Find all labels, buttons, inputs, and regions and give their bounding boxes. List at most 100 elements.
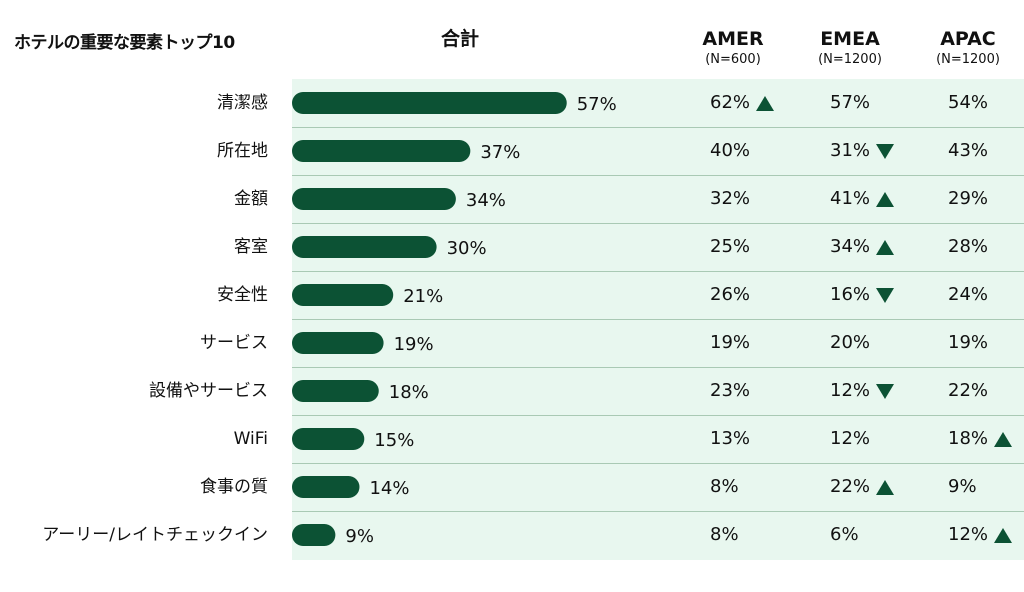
cell-emea: 57% bbox=[830, 93, 870, 113]
row-divider bbox=[292, 367, 1024, 368]
cell-amer: 13% bbox=[710, 429, 750, 449]
cell-value: 41% bbox=[830, 188, 871, 209]
triangle-up-icon bbox=[994, 527, 1013, 543]
cell-value: 8% bbox=[710, 476, 739, 497]
triangle-up-icon bbox=[876, 191, 895, 207]
cell-apac: 22% bbox=[948, 381, 988, 401]
row-divider bbox=[292, 271, 1024, 272]
cell-value: 26% bbox=[710, 284, 751, 305]
cell-emea: 6% bbox=[830, 525, 859, 545]
cell-value: 19% bbox=[948, 332, 989, 353]
cell-amer: 8% bbox=[710, 477, 739, 497]
column-header-amer-sample: (N=600) bbox=[705, 52, 761, 67]
cell-value: 23% bbox=[710, 380, 751, 401]
cell-value: 18% bbox=[948, 428, 989, 449]
cell-apac: 28% bbox=[948, 237, 988, 257]
cell-emea: 34% bbox=[830, 237, 895, 257]
row-divider bbox=[292, 319, 1024, 320]
cell-value: 12% bbox=[830, 428, 871, 449]
cell-apac: 29% bbox=[948, 189, 988, 209]
bar-value-label: 14% bbox=[369, 478, 409, 499]
column-header-amer: AMER (N=600) bbox=[683, 28, 783, 67]
cell-amer: 23% bbox=[710, 381, 750, 401]
bar bbox=[292, 140, 471, 162]
cell-apac: 9% bbox=[948, 477, 977, 497]
cell-value: 25% bbox=[710, 236, 751, 257]
row-divider bbox=[292, 127, 1024, 128]
row-divider bbox=[292, 415, 1024, 416]
triangle-up-icon bbox=[876, 479, 895, 495]
row-divider bbox=[292, 511, 1024, 512]
column-header-emea-sample: (N=1200) bbox=[818, 52, 882, 67]
cell-value: 54% bbox=[948, 92, 989, 113]
bar bbox=[292, 332, 384, 354]
category-label: 清潔感 bbox=[217, 93, 268, 113]
cell-value: 40% bbox=[710, 140, 751, 161]
cell-emea: 20% bbox=[830, 333, 870, 353]
bar-value-label: 15% bbox=[374, 430, 414, 451]
bar bbox=[292, 476, 360, 498]
cell-apac: 43% bbox=[948, 141, 988, 161]
cell-amer: 8% bbox=[710, 525, 739, 545]
bar-value-label: 9% bbox=[345, 526, 374, 547]
cell-value: 22% bbox=[830, 476, 871, 497]
cell-emea: 22% bbox=[830, 476, 895, 497]
category-label: 設備やサービス bbox=[149, 381, 268, 401]
cell-value: 16% bbox=[830, 284, 871, 305]
category-label: アーリー/レイトチェックイン bbox=[42, 525, 268, 545]
cell-value: 24% bbox=[948, 284, 989, 305]
cell-emea: 16% bbox=[830, 284, 895, 305]
cell-value: 12% bbox=[830, 380, 871, 401]
cell-amer: 40% bbox=[710, 141, 750, 161]
cell-amer: 19% bbox=[710, 333, 750, 353]
category-label: 安全性 bbox=[217, 285, 268, 305]
category-label: サービス bbox=[200, 333, 268, 353]
cell-value: 19% bbox=[710, 332, 751, 353]
bar bbox=[292, 524, 336, 546]
column-header-apac-label: APAC bbox=[940, 28, 996, 50]
triangle-down-icon bbox=[876, 143, 895, 159]
cell-value: 43% bbox=[948, 140, 989, 161]
category-label: 客室 bbox=[234, 237, 268, 257]
cell-apac: 54% bbox=[948, 93, 988, 113]
cell-amer: 62% bbox=[710, 92, 775, 113]
cell-apac: 24% bbox=[948, 285, 988, 305]
chart-title: ホテルの重要な要素トップ10 bbox=[14, 33, 235, 53]
category-label: WiFi bbox=[233, 429, 268, 449]
cell-value: 22% bbox=[948, 380, 989, 401]
bar bbox=[292, 284, 394, 306]
cell-value: 20% bbox=[830, 332, 871, 353]
cell-value: 62% bbox=[710, 92, 751, 113]
column-header-emea: EMEA (N=1200) bbox=[800, 30, 900, 67]
cell-value: 32% bbox=[710, 188, 751, 209]
column-header-apac-sample: (N=1200) bbox=[936, 52, 1000, 67]
bar-value-label: 30% bbox=[447, 238, 487, 259]
bar-value-label: 57% bbox=[577, 94, 617, 115]
cell-amer: 26% bbox=[710, 285, 750, 305]
column-header-total: 合計 bbox=[410, 30, 510, 49]
row-divider bbox=[292, 463, 1024, 464]
triangle-up-icon bbox=[876, 239, 895, 255]
cell-emea: 41% bbox=[830, 188, 895, 209]
triangle-up-icon bbox=[994, 431, 1013, 447]
bar-value-label: 18% bbox=[389, 382, 429, 403]
cell-emea: 31% bbox=[830, 140, 895, 161]
bar bbox=[292, 428, 365, 450]
column-header-amer-label: AMER bbox=[702, 28, 764, 50]
cell-value: 29% bbox=[948, 188, 989, 209]
cell-value: 31% bbox=[830, 140, 871, 161]
bar bbox=[292, 236, 437, 258]
cell-value: 8% bbox=[710, 524, 739, 545]
bar-value-label: 37% bbox=[480, 142, 520, 163]
row-divider bbox=[292, 223, 1024, 224]
category-label: 金額 bbox=[234, 189, 268, 209]
bar bbox=[292, 380, 379, 402]
cell-apac: 18% bbox=[948, 428, 1013, 449]
triangle-up-icon bbox=[756, 95, 775, 111]
column-header-apac: APAC (N=1200) bbox=[918, 28, 1018, 67]
cell-amer: 32% bbox=[710, 189, 750, 209]
bar-value-label: 21% bbox=[403, 286, 443, 307]
cell-value: 57% bbox=[830, 92, 871, 113]
triangle-down-icon bbox=[876, 287, 895, 303]
